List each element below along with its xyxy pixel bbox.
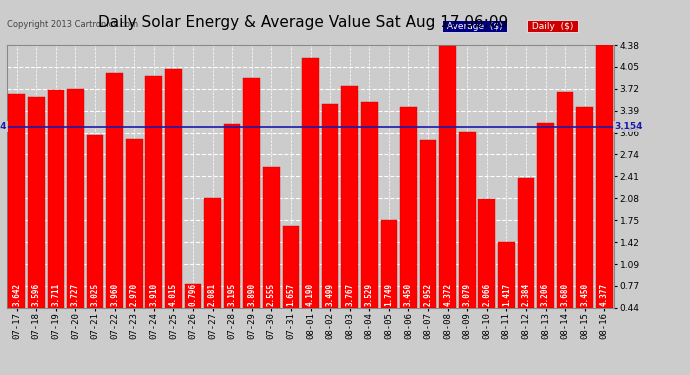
Text: 3.910: 3.910 [149, 283, 158, 306]
Bar [8, 94, 25, 308]
Text: 3.450: 3.450 [404, 283, 413, 306]
Text: Average  ($): Average ($) [444, 22, 506, 31]
Text: 1.749: 1.749 [384, 283, 393, 306]
Text: Daily  ($): Daily ($) [529, 22, 576, 31]
Bar [538, 123, 554, 308]
Text: 0.796: 0.796 [188, 283, 197, 306]
Text: 4.377: 4.377 [600, 283, 609, 306]
Bar [48, 90, 64, 308]
Text: 2.970: 2.970 [130, 283, 139, 306]
Text: 3.450: 3.450 [580, 283, 589, 306]
Bar [244, 78, 260, 308]
Text: 3.642: 3.642 [12, 283, 21, 306]
Text: 4.372: 4.372 [443, 283, 452, 306]
Bar [146, 76, 162, 308]
Text: 1.417: 1.417 [502, 283, 511, 306]
Text: 2.066: 2.066 [482, 283, 491, 306]
Text: 3.195: 3.195 [228, 283, 237, 306]
Bar [557, 92, 573, 308]
Bar [400, 107, 417, 307]
Bar [440, 45, 456, 308]
Text: 2.952: 2.952 [424, 283, 433, 306]
Bar [224, 124, 241, 308]
Text: 3.529: 3.529 [365, 283, 374, 306]
Bar [361, 102, 377, 308]
Bar [322, 104, 338, 308]
Bar [185, 284, 201, 308]
Bar [596, 45, 613, 308]
Text: 3.890: 3.890 [247, 283, 256, 306]
Text: 2.081: 2.081 [208, 283, 217, 306]
Text: 1.657: 1.657 [286, 283, 295, 306]
Bar [478, 199, 495, 308]
Bar [420, 140, 436, 308]
Text: 3.711: 3.711 [51, 283, 60, 306]
Bar [518, 178, 534, 308]
Text: 3.767: 3.767 [345, 283, 354, 306]
Text: 3.079: 3.079 [463, 283, 472, 306]
Bar [263, 166, 279, 308]
Text: Copyright 2013 Cartronics.com: Copyright 2013 Cartronics.com [7, 20, 138, 29]
Text: 3.727: 3.727 [71, 283, 80, 306]
Bar [283, 226, 299, 308]
Text: 3.596: 3.596 [32, 283, 41, 306]
Text: 3.025: 3.025 [90, 283, 99, 306]
Bar [126, 139, 143, 308]
Text: 3.206: 3.206 [541, 283, 550, 306]
Text: Daily Solar Energy & Average Value Sat Aug 17 06:09: Daily Solar Energy & Average Value Sat A… [99, 15, 509, 30]
Text: 3.499: 3.499 [326, 283, 335, 306]
Bar [67, 88, 83, 308]
Text: 3.960: 3.960 [110, 283, 119, 306]
Bar [87, 135, 104, 308]
Bar [576, 107, 593, 307]
Text: 4.015: 4.015 [169, 283, 178, 306]
Bar [380, 220, 397, 308]
Bar [28, 97, 45, 308]
Bar [106, 73, 123, 308]
Text: 3.680: 3.680 [561, 283, 570, 306]
Text: 3.154: 3.154 [0, 122, 7, 131]
Bar [204, 198, 221, 308]
Bar [342, 86, 358, 308]
Text: 2.384: 2.384 [522, 283, 531, 306]
Bar [459, 132, 475, 308]
Text: 3.154: 3.154 [614, 122, 642, 131]
Bar [165, 69, 181, 308]
Text: 4.190: 4.190 [306, 283, 315, 306]
Text: 2.555: 2.555 [267, 283, 276, 306]
Bar [498, 242, 515, 308]
Bar [302, 58, 319, 308]
